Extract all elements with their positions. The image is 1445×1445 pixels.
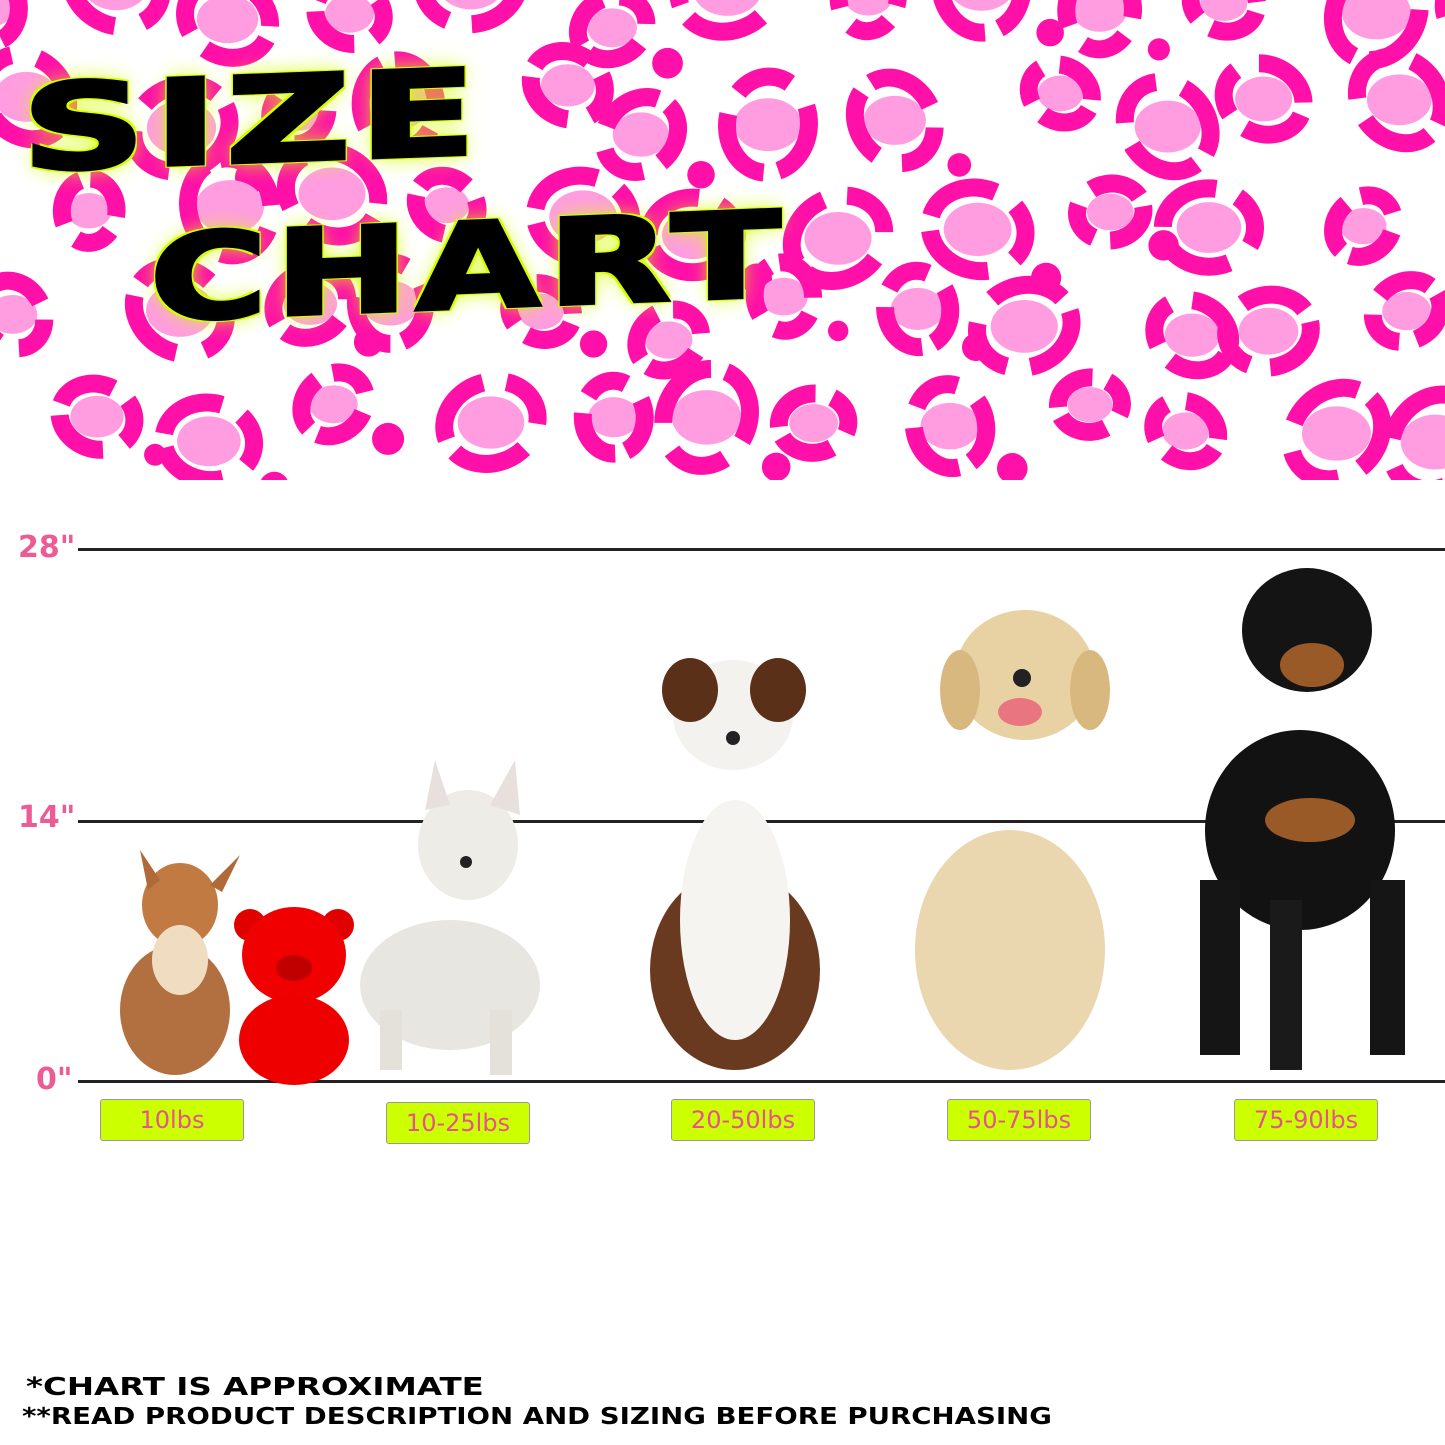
read-description-note: **READ PRODUCT DESCRIPTION AND SIZING BE…: [22, 1404, 1052, 1430]
leopard-spot: [1434, 0, 1445, 52]
leopard-spot: [0, 45, 78, 149]
leopard-spot: [1019, 55, 1101, 132]
leopard-spot: [718, 67, 818, 182]
leopard-spot: [1115, 72, 1220, 181]
approximate-note: *CHART IS APPROXIMATE: [26, 1372, 484, 1401]
tick-14in: 14": [18, 800, 76, 835]
weight-label-10lbs: 10lbs: [100, 1099, 244, 1141]
leopard-spot: [931, 0, 1032, 42]
leopard-spot: [1363, 271, 1445, 351]
leopard-spot: [50, 374, 144, 459]
rottweiler-image: [1200, 568, 1405, 1070]
leopard-spot: [745, 253, 823, 340]
australian-shepherd-image: [650, 658, 820, 1070]
leopard-spot: [521, 42, 614, 129]
leopard-spot: [654, 359, 759, 475]
weight-label-10-25lbs: 10-25lbs: [386, 1102, 530, 1144]
leopard-dot: [260, 471, 288, 480]
line-28in: [78, 548, 1445, 551]
leopard-dot: [1036, 18, 1064, 47]
leopard-spot: [639, 188, 746, 282]
leopard-spot: [1324, 186, 1403, 266]
leopard-dot: [372, 422, 405, 455]
leopard-spot: [1281, 378, 1392, 480]
leopard-spot: [845, 68, 944, 173]
tick-28in: 28": [18, 530, 76, 565]
leopard-spot: [124, 257, 235, 363]
leopard-spot: [179, 149, 281, 265]
leopard-spot: [769, 384, 858, 462]
leopard-dot: [947, 153, 972, 177]
leopard-spot: [1381, 385, 1445, 480]
leopard-spot: [264, 260, 357, 347]
leopard-spot: [0, 0, 28, 52]
leopard-dot: [1147, 38, 1170, 61]
leopard-spot: [627, 300, 711, 380]
tick-0in: 0": [36, 1062, 73, 1097]
leopard-spot: [1323, 0, 1429, 70]
leopard-dot: [579, 330, 608, 358]
leopard-spot: [1048, 368, 1131, 441]
leopard-spot: [1144, 391, 1228, 471]
golden-retriever-image: [915, 610, 1110, 1070]
title-line-2: CHART: [148, 183, 791, 350]
leopard-spot: [1068, 174, 1153, 250]
leopard-spot: [1214, 54, 1313, 144]
leopard-print-background: [0, 0, 1445, 480]
leopard-spot: [52, 169, 126, 252]
leopard-dot: [286, 243, 311, 268]
leopard-spot: [526, 166, 641, 268]
west-highland-terrier-image: [360, 760, 540, 1075]
leopard-spot: [829, 0, 907, 41]
leopard-spot: [60, 0, 171, 36]
leopard-spot: [876, 261, 960, 357]
leopard-spot: [904, 375, 996, 478]
leopard-spot: [967, 275, 1081, 377]
leopard-spot: [413, 0, 529, 34]
leopard-spot: [261, 72, 337, 154]
leopard-spot: [276, 142, 388, 246]
leopard-spot: [1181, 0, 1267, 41]
leopard-dot: [652, 47, 683, 79]
chihuahua-image: [120, 850, 240, 1075]
leopard-dot: [997, 453, 1028, 480]
leopard-spot: [500, 274, 582, 349]
leopard-spot: [669, 0, 786, 41]
leopard-spot: [920, 178, 1035, 281]
leopard-spot: [573, 371, 654, 463]
leopard-dot: [687, 160, 715, 189]
leopard-spot: [154, 393, 264, 480]
leopard-spot: [292, 363, 375, 446]
title-line-1: SIZE: [20, 41, 487, 201]
line-0in: [78, 1080, 1445, 1083]
weight-label-75-90lbs: 75-90lbs: [1234, 1099, 1378, 1141]
red-bear-toy-image: [234, 907, 354, 1085]
dogs-illustration: [120, 568, 1405, 1085]
leopard-dot: [827, 320, 849, 342]
leopard-spot: [594, 88, 688, 181]
leopard-spot: [306, 0, 393, 53]
weight-label-50-75lbs: 50-75lbs: [947, 1099, 1091, 1141]
leopard-dot: [761, 452, 791, 480]
leopard-spot: [435, 372, 547, 473]
weight-label-20-50lbs: 20-50lbs: [671, 1099, 815, 1141]
leopard-spot: [1217, 285, 1320, 377]
leopard-spot: [0, 271, 54, 358]
leopard-spot: [1153, 179, 1265, 276]
leopard-spot: [406, 166, 487, 244]
leopard-spot: [1057, 0, 1143, 59]
